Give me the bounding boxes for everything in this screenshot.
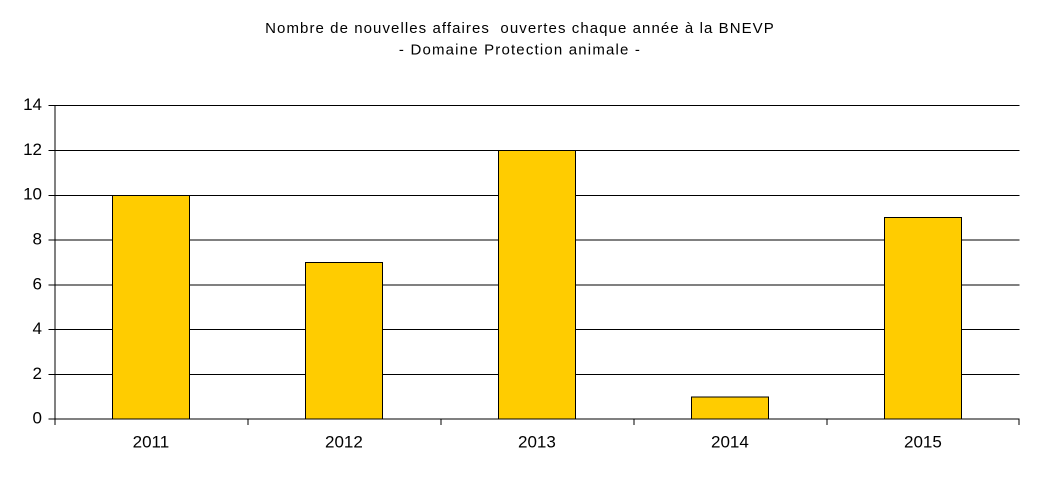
svg-text:2013: 2013 [518,433,556,452]
svg-text:2012: 2012 [325,433,363,452]
svg-text:2015: 2015 [904,433,942,452]
svg-text:2011: 2011 [133,433,170,452]
svg-text:14: 14 [23,95,42,114]
svg-text:2: 2 [33,364,42,383]
svg-text:- Domaine Protection animale -: - Domaine Protection animale - [399,42,641,59]
svg-text:10: 10 [23,185,42,204]
svg-text:Nombre de nouvelles affaires: Nombre de nouvelles affaires ouvertes ch… [265,20,775,37]
svg-text:0: 0 [33,409,42,428]
svg-text:2014: 2014 [711,433,749,452]
svg-text:6: 6 [33,274,42,293]
svg-text:12: 12 [23,140,42,159]
svg-text:4: 4 [33,319,42,338]
svg-text:8: 8 [33,230,42,249]
